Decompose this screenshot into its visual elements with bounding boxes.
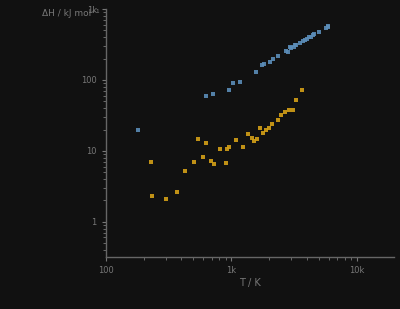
Point	[325, 24, 331, 29]
Point	[240, 145, 246, 150]
Point	[163, 197, 169, 201]
Point	[200, 154, 207, 159]
Point	[148, 159, 154, 164]
Point	[182, 168, 188, 173]
Point	[310, 32, 316, 37]
Point	[226, 145, 232, 150]
Point	[304, 36, 310, 41]
Point	[306, 35, 312, 40]
Point	[278, 112, 284, 117]
Point	[266, 125, 272, 130]
Point	[302, 37, 309, 42]
Point	[288, 46, 294, 51]
Point	[134, 127, 141, 132]
Point	[226, 87, 232, 92]
Point	[270, 56, 276, 61]
Point	[274, 53, 281, 58]
Point	[287, 45, 294, 50]
Point	[210, 91, 216, 96]
Point	[285, 49, 291, 54]
Point	[269, 121, 276, 126]
Point	[282, 109, 289, 114]
Point	[311, 32, 318, 37]
Point	[254, 137, 260, 142]
Point	[174, 190, 180, 195]
Point	[308, 35, 314, 40]
Point	[266, 59, 273, 64]
Point	[258, 63, 265, 68]
Point	[261, 61, 268, 66]
Point	[203, 94, 209, 99]
Point	[233, 137, 240, 142]
Point	[252, 70, 259, 74]
Point	[257, 126, 263, 131]
Point	[245, 131, 251, 136]
X-axis label: T / K: T / K	[239, 278, 261, 288]
Point	[149, 194, 155, 199]
Point	[322, 26, 329, 31]
Point	[217, 147, 224, 152]
Point	[224, 146, 231, 151]
Point	[286, 108, 292, 112]
Point	[195, 137, 201, 142]
Point	[299, 38, 306, 43]
Point	[296, 41, 303, 46]
Point	[283, 48, 290, 53]
Point	[230, 81, 237, 86]
Point	[316, 29, 322, 34]
Text: ΔH / kJ mol⁻¹: ΔH / kJ mol⁻¹	[42, 9, 100, 18]
Point	[299, 87, 306, 92]
Point	[191, 159, 197, 164]
Point	[251, 138, 258, 143]
Point	[203, 140, 209, 145]
Point	[293, 98, 299, 103]
Point	[325, 24, 331, 29]
Point	[263, 127, 270, 132]
Point	[211, 162, 217, 167]
Point	[208, 158, 214, 163]
Point	[248, 135, 255, 140]
Point	[260, 131, 266, 136]
Point	[292, 42, 299, 47]
Point	[237, 79, 244, 84]
Point	[290, 108, 296, 113]
Point	[290, 44, 297, 49]
Point	[222, 160, 229, 165]
Point	[292, 43, 298, 48]
Point	[275, 117, 281, 122]
